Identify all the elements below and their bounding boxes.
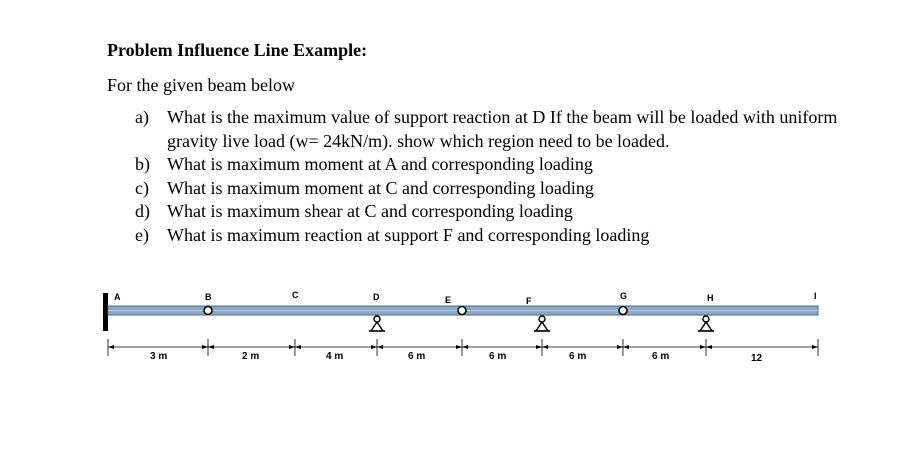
span-label-hi: 12 — [751, 353, 763, 364]
hinge-e — [457, 305, 467, 316]
question-d: d) What is maximum shear at C and corres… — [135, 200, 875, 224]
dimension-ticks — [107, 339, 819, 356]
dimension-arrows — [108, 345, 818, 349]
question-b: b) What is maximum moment at A and corre… — [135, 153, 875, 177]
question-text: What is maximum moment at A and correspo… — [167, 154, 593, 174]
span-label-cd: 4 m — [326, 351, 343, 362]
question-letter: c) — [135, 177, 149, 198]
point-label-f: F — [526, 296, 532, 306]
point-label-g: G — [620, 291, 627, 301]
span-label-gh: 6 m — [652, 351, 669, 362]
question-text: What is the maximum value of support rea… — [167, 107, 838, 151]
span-label-ab: 3 m — [150, 351, 167, 362]
question-letter: a) — [135, 107, 149, 127]
support-h — [698, 315, 714, 332]
hinge-b — [203, 305, 213, 316]
point-label-i: I — [814, 291, 817, 301]
hinge-g — [618, 305, 628, 316]
support-d — [369, 315, 385, 332]
question-a: a) What is the maximum value of support … — [135, 106, 875, 153]
point-label-h: H — [707, 293, 714, 303]
problem-intro: For the given beam below — [107, 75, 295, 95]
support-f — [534, 315, 550, 332]
point-label-d: D — [373, 292, 380, 302]
span-label-bc: 2 m — [242, 351, 259, 362]
question-text: What is maximum reaction at support F an… — [167, 224, 650, 245]
point-label-b: B — [205, 292, 212, 302]
question-text: What is maximum moment at C and correspo… — [167, 177, 594, 198]
question-list: a) What is the maximum value of support … — [135, 106, 875, 247]
question-letter: e) — [135, 224, 149, 245]
span-label-ef: 6 m — [489, 351, 506, 362]
question-letter: b) — [135, 154, 150, 174]
point-label-c: C — [292, 290, 299, 300]
span-label-fg: 6 m — [569, 351, 586, 362]
question-e: e) What is maximum reaction at support F… — [135, 224, 875, 248]
point-label-e: E — [445, 295, 451, 305]
span-label-de: 6 m — [408, 351, 425, 362]
point-label-a: A — [114, 292, 121, 302]
question-letter: d) — [135, 201, 150, 221]
question-text: What is maximum shear at C and correspon… — [167, 201, 573, 221]
fixed-wall — [103, 293, 108, 331]
question-c: c) What is maximum moment at C and corre… — [135, 177, 875, 201]
problem-title: Problem Influence Line Example: — [107, 40, 368, 60]
